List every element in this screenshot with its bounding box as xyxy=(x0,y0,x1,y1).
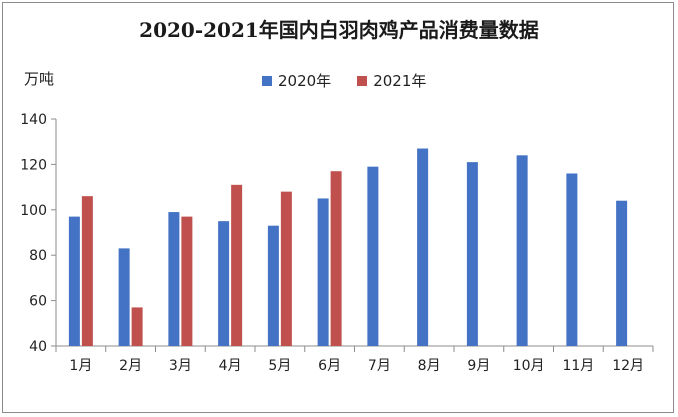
legend-swatch-2021 xyxy=(357,75,368,86)
bar-2020-11 xyxy=(566,173,578,346)
x-tick-label: 3月 xyxy=(169,358,192,374)
y-tick-label: 60 xyxy=(29,294,47,310)
y-axis-unit-label: 万吨 xyxy=(24,70,55,88)
legend-swatch-2020 xyxy=(262,75,272,86)
bar-2020-1 xyxy=(68,216,80,346)
x-tick-label: 4月 xyxy=(219,358,242,374)
bar-2020-12 xyxy=(616,200,628,346)
x-tick-label: 8月 xyxy=(418,358,441,374)
x-tick-label: 11月 xyxy=(562,358,594,374)
x-tick-label: 9月 xyxy=(467,358,490,374)
bar-2021-5 xyxy=(280,191,292,346)
y-tick-label: 140 xyxy=(20,112,47,128)
bar-2020-5 xyxy=(267,225,279,346)
bar-2021-3 xyxy=(181,216,193,346)
y-tick-label: 100 xyxy=(20,203,47,219)
x-tick-label: 7月 xyxy=(368,358,391,374)
bar-2021-2 xyxy=(131,307,143,346)
chart-legend: 2020年 2021年 xyxy=(262,70,426,91)
bar-2020-3 xyxy=(168,212,180,346)
bar-2021-4 xyxy=(231,184,243,346)
x-tick-label: 2月 xyxy=(119,358,142,374)
y-tick-label: 80 xyxy=(29,248,47,264)
x-tick-label: 1月 xyxy=(69,358,92,374)
legend-label-2020: 2020年 xyxy=(278,72,332,90)
y-tick-label: 120 xyxy=(20,157,47,173)
legend-item-2020: 2020年 xyxy=(262,70,331,91)
bar-2020-6 xyxy=(317,198,329,346)
legend-label-2021: 2021年 xyxy=(373,72,427,90)
bar-2020-10 xyxy=(516,155,528,346)
bar-2021-1 xyxy=(81,196,93,346)
x-tick-label: 10月 xyxy=(513,358,545,374)
bar-2020-8 xyxy=(417,148,429,346)
bar-2020-4 xyxy=(218,221,230,346)
x-tick-label: 12月 xyxy=(612,358,644,374)
bar-2021-6 xyxy=(330,171,342,346)
x-tick-label: 6月 xyxy=(318,358,341,374)
bar-2020-7 xyxy=(367,166,379,346)
bar-2020-2 xyxy=(118,248,130,346)
bar-2020-9 xyxy=(466,162,478,346)
y-tick-label: 40 xyxy=(29,339,47,355)
chart-title: 2020-2021年国内白羽肉鸡产品消费量数据 xyxy=(139,18,539,42)
x-tick-label: 5月 xyxy=(268,358,291,374)
legend-item-2021: 2021年 xyxy=(357,70,426,91)
